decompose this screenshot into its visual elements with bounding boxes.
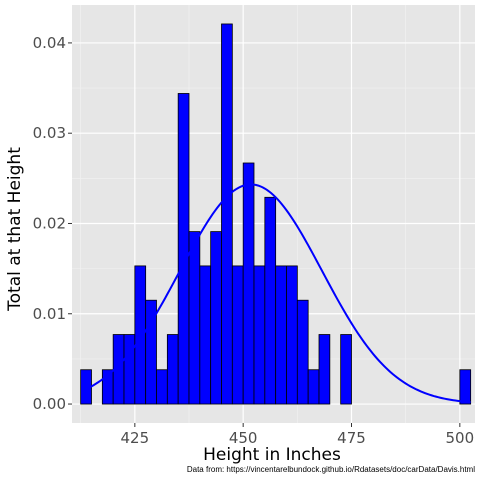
histogram-bar bbox=[221, 23, 233, 405]
x-tick-label: 450 bbox=[229, 429, 258, 447]
histogram-bar bbox=[242, 162, 255, 405]
y-tick-label: 0.00 bbox=[33, 395, 66, 413]
x-tick-label: 500 bbox=[446, 429, 475, 447]
y-axis-title: Total at that Height bbox=[5, 147, 25, 312]
y-tick-label: 0.02 bbox=[33, 214, 66, 232]
histogram-bar bbox=[210, 231, 222, 405]
histogram-bar bbox=[166, 334, 179, 405]
histogram-bar bbox=[286, 265, 298, 405]
bars bbox=[80, 23, 472, 405]
y-tick-label: 0.04 bbox=[33, 34, 66, 52]
y-tick-label: 0.01 bbox=[33, 305, 66, 323]
histogram-bar bbox=[264, 196, 277, 405]
x-tick-label: 425 bbox=[121, 429, 150, 447]
histogram-bar bbox=[123, 334, 136, 405]
histogram-bar bbox=[340, 334, 352, 405]
x-axis-title: Height in Inches bbox=[203, 445, 341, 465]
histogram-bar bbox=[307, 369, 320, 405]
histogram-bar bbox=[275, 265, 287, 405]
histogram-bar bbox=[231, 265, 244, 405]
y-axis: 0.00 0.01 0.02 0.03 0.04 bbox=[33, 34, 72, 413]
histogram-bar bbox=[156, 369, 168, 405]
histogram-bar bbox=[296, 299, 309, 405]
histogram-bar bbox=[188, 231, 201, 405]
data-source-caption: Data from: https://vincentarelbundock.gi… bbox=[187, 465, 475, 474]
y-tick-label: 0.03 bbox=[33, 124, 66, 142]
histogram-bar bbox=[199, 265, 212, 405]
normal-curve bbox=[84, 183, 471, 404]
histogram-bar bbox=[177, 93, 190, 405]
histogram-bar bbox=[459, 369, 472, 405]
histogram-bar bbox=[318, 334, 331, 405]
histogram-bar bbox=[145, 299, 157, 405]
histogram-bar bbox=[253, 265, 266, 405]
x-axis: 425 450 475 500 bbox=[121, 423, 475, 447]
x-tick-label: 475 bbox=[337, 429, 366, 447]
